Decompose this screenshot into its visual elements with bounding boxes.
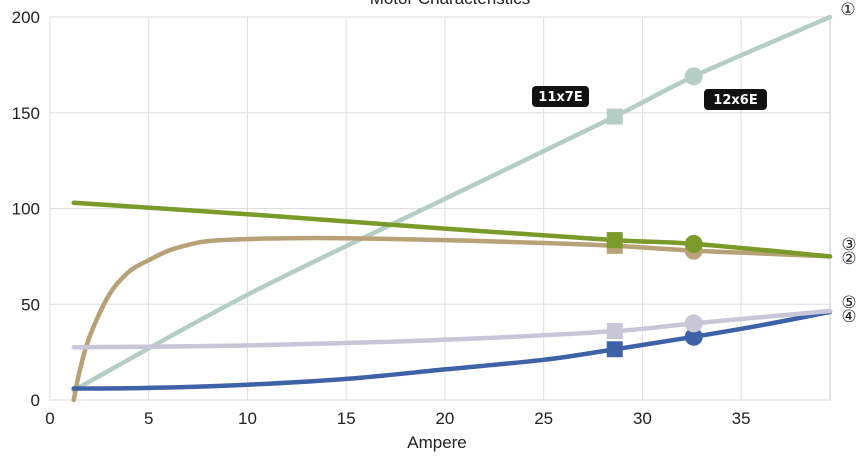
y-tick-label: 200 [12, 8, 40, 27]
y-tick-label: 0 [31, 391, 40, 410]
square-marker [606, 108, 623, 125]
chart-title: Motor Characteristics [370, 0, 531, 8]
series-number-label: ① [840, 0, 855, 20]
series-numbers: ① ②③ ④⑤ [840, 0, 856, 327]
square-marker [606, 341, 623, 358]
x-tick-label: 20 [435, 409, 454, 428]
x-tick-label: 15 [337, 409, 356, 428]
marker-label: 12x6E [713, 93, 757, 108]
marker-label-badge [704, 89, 767, 110]
series-number-label: ② [841, 249, 856, 269]
series-line-1 [71, 14, 833, 393]
series-line-4 [71, 309, 833, 391]
x-axis-title: Ampere [407, 433, 467, 452]
marker-label: 11x7E [538, 90, 582, 105]
marker-labels: 11x7E 12x6E [532, 86, 767, 110]
circle-marker [684, 314, 703, 333]
y-tick-label: 100 [12, 200, 40, 219]
series-number-label: ③ [841, 235, 856, 255]
circle-marker [684, 67, 703, 86]
x-tick-label: 0 [45, 409, 54, 428]
square-marker [606, 232, 623, 249]
marker-label-badge [532, 86, 589, 107]
x-tick-label: 35 [732, 409, 751, 428]
axis-ticks: 0 5 10 15 20 25 30 35 0 50 100 150 200 [12, 8, 751, 428]
series-number-label: ⑤ [841, 293, 856, 313]
x-tick-label: 10 [238, 409, 257, 428]
square-marker [606, 323, 623, 340]
x-tick-label: 25 [534, 409, 553, 428]
series-number-label: ④ [841, 307, 856, 327]
x-tick-label: 5 [144, 409, 153, 428]
y-tick-label: 150 [12, 104, 40, 123]
x-tick-label: 30 [633, 409, 652, 428]
circle-marker [684, 234, 703, 253]
series-line-2 [71, 235, 833, 403]
y-tick-label: 50 [21, 295, 40, 314]
circle-marker [684, 327, 703, 346]
marker-layer [606, 67, 703, 358]
